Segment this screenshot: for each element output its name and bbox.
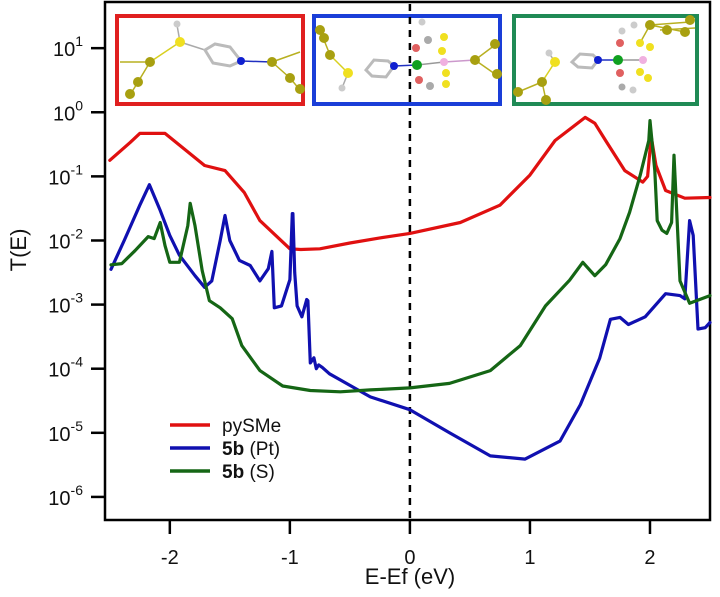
y-tick-label: 10-3 [48, 290, 83, 318]
x-axis-title: E-Ef (eV) [365, 564, 455, 589]
x-axis-ticks: -2 -1 0 1 2 [161, 520, 656, 569]
y-axis-ticks: 101 100 10-1 10-2 10-3 10-4 10-5 10-6 [48, 33, 105, 510]
legend-label: 5b (Pt) [222, 439, 280, 460]
molecule-5b-s-icon [513, 15, 696, 105]
x-tick-label: -2 [161, 547, 179, 569]
plot-frame [103, 0, 712, 522]
x-tick-label: -1 [281, 547, 299, 569]
y-tick-label: 101 [53, 33, 83, 61]
inset-images [115, 14, 699, 106]
series-line-0 [108, 115, 712, 252]
molecule-pysme-icon [120, 20, 305, 99]
y-tick-label: 10-1 [48, 161, 83, 189]
inset-5b-pt [312, 14, 502, 106]
inset-pysme [115, 14, 305, 106]
legend-label: pySMe [222, 416, 281, 437]
x-tick-label: 0 [404, 547, 415, 569]
y-tick-label: 10-2 [48, 225, 83, 253]
molecule-5b-pt-icon [315, 18, 502, 92]
series-layer [108, 115, 712, 461]
x-tick-label: 1 [524, 547, 535, 569]
y-tick-label: 10-5 [48, 418, 83, 446]
inset-5b-s [512, 14, 699, 106]
y-tick-label: 100 [53, 97, 83, 125]
series-line-1 [109, 183, 712, 461]
legend-label: 5b (S) [222, 462, 275, 483]
y-tick-label: 10-6 [48, 482, 83, 510]
x-tick-label: 2 [644, 547, 655, 569]
y-axis-title: T(E) [6, 229, 31, 272]
series-line-2 [109, 119, 712, 394]
y-tick-label: 10-4 [48, 354, 83, 382]
